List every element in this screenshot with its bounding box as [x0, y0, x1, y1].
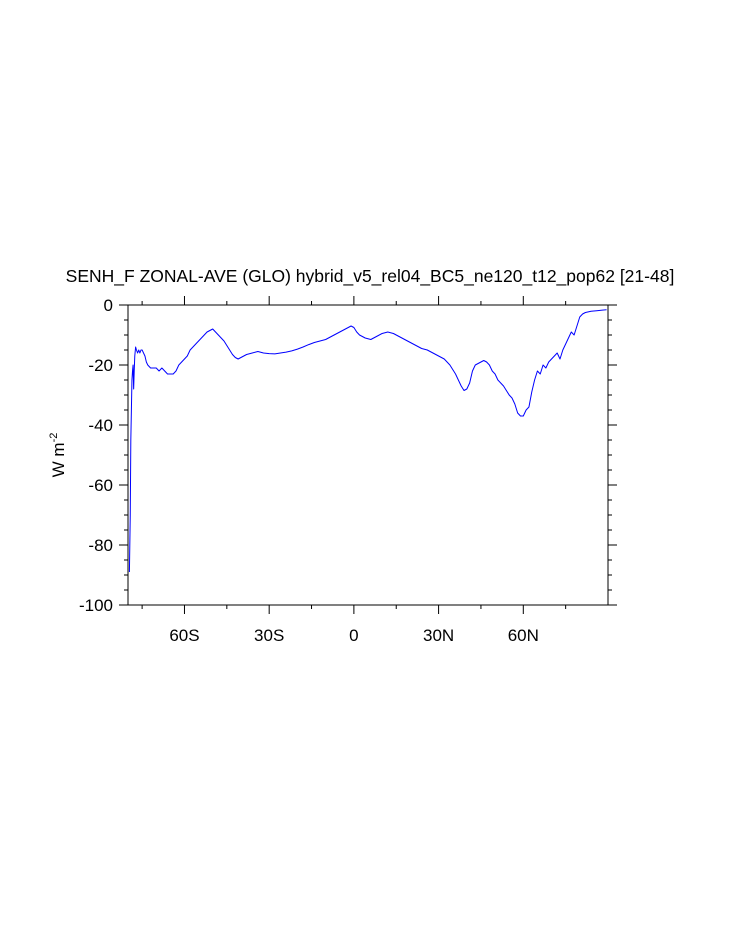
x-tick-label: 60S	[169, 626, 199, 645]
y-tick-label: -100	[79, 596, 113, 615]
x-tick-label: 0	[349, 626, 358, 645]
x-tick-label: 30S	[254, 626, 284, 645]
series-layer	[128, 309, 607, 573]
y-tick-label: 0	[104, 296, 113, 315]
x-tick-label: 60N	[508, 626, 539, 645]
y-axis-label: W m-2	[48, 433, 68, 478]
y-tick-label: -80	[88, 536, 113, 555]
series-line	[128, 309, 607, 573]
plot-frame	[127, 304, 609, 606]
axis-labels: 0 -20 -40 -60 -80 -100 60S 30S 0 30N 60N	[79, 296, 539, 645]
axis-ticks	[119, 296, 617, 614]
y-axis-label-main: W m	[49, 442, 68, 477]
x-tick-label: 30N	[423, 626, 454, 645]
y-tick-label: -60	[88, 476, 113, 495]
chart-title: SENH_F ZONAL-AVE (GLO) hybrid_v5_rel04_B…	[66, 266, 675, 287]
y-axis-label-sup: -2	[48, 433, 60, 443]
y-tick-label: -20	[88, 356, 113, 375]
y-tick-label: -40	[88, 416, 113, 435]
